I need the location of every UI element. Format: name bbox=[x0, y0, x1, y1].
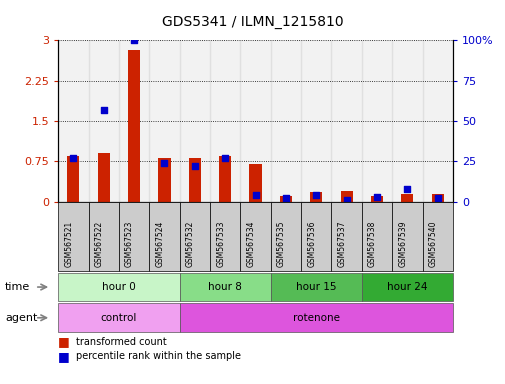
Text: hour 8: hour 8 bbox=[208, 282, 241, 292]
Bar bbox=[391, 40, 422, 202]
Bar bbox=[179, 40, 210, 202]
Text: percentile rank within the sample: percentile rank within the sample bbox=[76, 351, 240, 361]
Bar bbox=[58, 40, 88, 202]
Bar bbox=[88, 40, 119, 202]
Bar bbox=[270, 40, 300, 202]
Bar bbox=[149, 40, 179, 202]
Text: agent: agent bbox=[5, 313, 37, 323]
Bar bbox=[279, 196, 291, 202]
Text: GSM567538: GSM567538 bbox=[367, 220, 376, 267]
Point bbox=[160, 160, 168, 166]
Bar bbox=[361, 40, 391, 202]
Bar bbox=[422, 40, 452, 202]
Text: GSM567521: GSM567521 bbox=[64, 221, 73, 267]
Point bbox=[312, 192, 320, 198]
Text: rotenone: rotenone bbox=[292, 313, 339, 323]
Bar bbox=[331, 40, 361, 202]
Point bbox=[342, 197, 350, 203]
Text: GSM567524: GSM567524 bbox=[155, 220, 164, 267]
Text: GSM567534: GSM567534 bbox=[246, 220, 255, 267]
Text: GSM567540: GSM567540 bbox=[428, 220, 437, 267]
Bar bbox=[340, 191, 352, 202]
Bar bbox=[128, 50, 140, 202]
Bar bbox=[210, 40, 240, 202]
Point bbox=[190, 163, 198, 169]
Text: hour 24: hour 24 bbox=[386, 282, 427, 292]
Text: transformed count: transformed count bbox=[76, 337, 166, 347]
Text: hour 15: hour 15 bbox=[295, 282, 336, 292]
Text: GSM567535: GSM567535 bbox=[276, 220, 285, 267]
Text: time: time bbox=[5, 282, 30, 292]
Point bbox=[433, 195, 441, 202]
Point bbox=[99, 107, 108, 113]
Text: GSM567532: GSM567532 bbox=[185, 220, 194, 267]
Bar bbox=[310, 192, 322, 202]
Text: GSM567537: GSM567537 bbox=[337, 220, 346, 267]
Bar bbox=[400, 194, 413, 202]
Text: ■: ■ bbox=[58, 350, 70, 363]
Point bbox=[251, 192, 259, 198]
Bar bbox=[300, 40, 331, 202]
Text: ■: ■ bbox=[58, 335, 70, 348]
Point bbox=[281, 195, 289, 202]
Point bbox=[402, 185, 411, 192]
Point bbox=[221, 155, 229, 161]
Bar bbox=[67, 156, 79, 202]
Bar bbox=[188, 157, 200, 202]
Text: hour 0: hour 0 bbox=[102, 282, 135, 292]
Bar bbox=[119, 40, 149, 202]
Bar bbox=[249, 164, 261, 202]
Bar bbox=[240, 40, 270, 202]
Point bbox=[130, 37, 138, 43]
Bar bbox=[97, 153, 110, 202]
Point bbox=[69, 155, 77, 161]
Text: GSM567539: GSM567539 bbox=[397, 220, 407, 267]
Text: GSM567522: GSM567522 bbox=[94, 221, 104, 267]
Bar bbox=[219, 156, 231, 202]
Bar bbox=[370, 196, 382, 202]
Bar bbox=[158, 157, 170, 202]
Text: GSM567523: GSM567523 bbox=[125, 220, 134, 267]
Point bbox=[372, 194, 380, 200]
Bar bbox=[431, 194, 443, 202]
Text: control: control bbox=[100, 313, 137, 323]
Text: GSM567533: GSM567533 bbox=[216, 220, 225, 267]
Text: GSM567536: GSM567536 bbox=[307, 220, 316, 267]
Text: GDS5341 / ILMN_1215810: GDS5341 / ILMN_1215810 bbox=[162, 15, 343, 29]
